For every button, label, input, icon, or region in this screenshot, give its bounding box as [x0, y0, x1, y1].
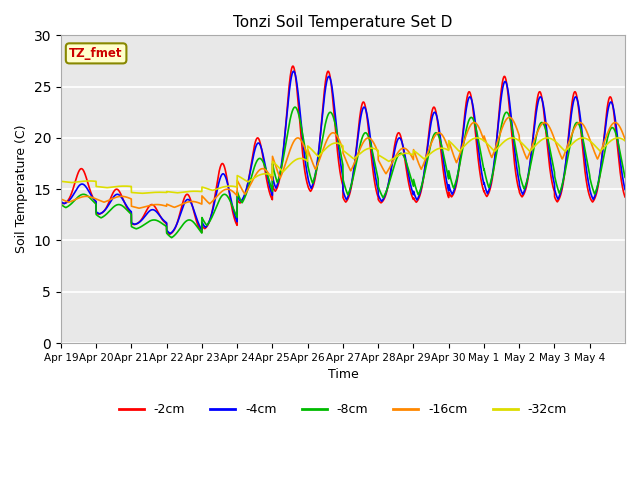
-4cm	[621, 187, 629, 192]
-16cm	[498, 126, 506, 132]
-8cm	[364, 133, 372, 139]
-32cm	[57, 179, 65, 184]
-4cm	[57, 199, 65, 204]
-4cm	[540, 108, 548, 113]
Title: Tonzi Soil Temperature Set D: Tonzi Soil Temperature Set D	[233, 15, 452, 30]
-4cm	[526, 163, 534, 169]
-32cm	[540, 136, 548, 142]
-8cm	[394, 152, 402, 158]
-16cm	[57, 196, 65, 202]
Y-axis label: Soil Temperature (C): Soil Temperature (C)	[15, 125, 28, 253]
-8cm	[291, 104, 299, 110]
-32cm	[174, 190, 182, 196]
-32cm	[621, 138, 629, 144]
-2cm	[621, 194, 629, 200]
-4cm	[394, 136, 402, 142]
-32cm	[473, 135, 481, 141]
-2cm	[498, 82, 506, 88]
-2cm	[526, 165, 534, 170]
Line: -8cm: -8cm	[61, 107, 625, 238]
-8cm	[540, 122, 548, 128]
-4cm	[166, 230, 174, 236]
-2cm	[166, 231, 173, 237]
-4cm	[290, 68, 298, 74]
Legend: -2cm, -4cm, -8cm, -16cm, -32cm: -2cm, -4cm, -8cm, -16cm, -32cm	[114, 398, 572, 421]
-8cm	[526, 167, 534, 173]
-16cm	[526, 150, 534, 156]
-32cm	[138, 191, 146, 196]
-16cm	[621, 136, 629, 142]
-32cm	[394, 153, 402, 158]
-32cm	[498, 141, 506, 146]
-8cm	[168, 235, 175, 240]
X-axis label: Time: Time	[328, 368, 358, 381]
-8cm	[621, 174, 629, 180]
-2cm	[174, 217, 182, 223]
-4cm	[174, 218, 182, 224]
-2cm	[364, 123, 372, 129]
-32cm	[364, 146, 372, 152]
-16cm	[174, 203, 182, 209]
-16cm	[540, 120, 548, 125]
-2cm	[289, 63, 297, 69]
-16cm	[506, 115, 513, 120]
-2cm	[540, 112, 548, 118]
-16cm	[394, 149, 402, 155]
-2cm	[57, 199, 65, 205]
Line: -4cm: -4cm	[61, 71, 625, 233]
-2cm	[394, 130, 402, 136]
-16cm	[364, 135, 372, 141]
-4cm	[498, 90, 506, 96]
-8cm	[174, 228, 182, 234]
-8cm	[498, 120, 506, 126]
Line: -2cm: -2cm	[61, 66, 625, 234]
Line: -32cm: -32cm	[61, 138, 625, 193]
-8cm	[57, 201, 65, 207]
-16cm	[135, 205, 143, 211]
Text: TZ_fmet: TZ_fmet	[69, 47, 123, 60]
-4cm	[364, 118, 372, 124]
Line: -16cm: -16cm	[61, 118, 625, 208]
-32cm	[526, 148, 534, 154]
